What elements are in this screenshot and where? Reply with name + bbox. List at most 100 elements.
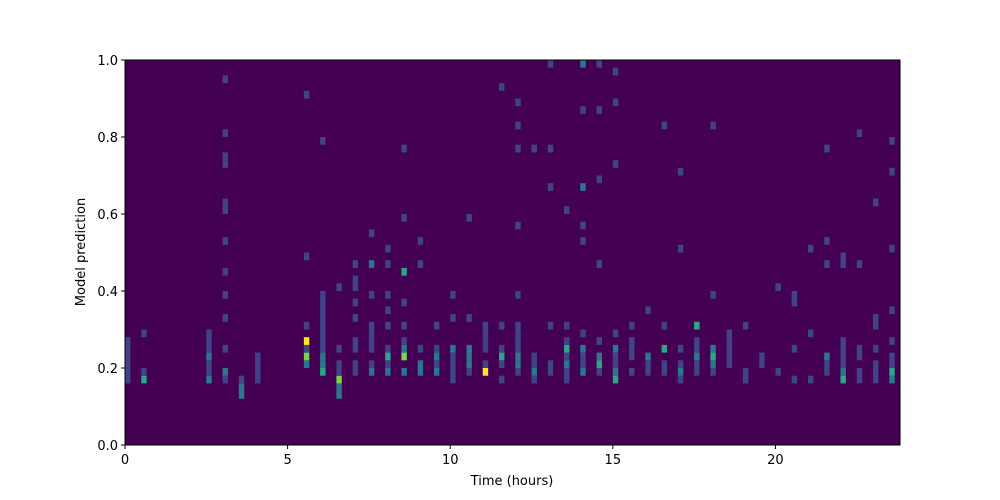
- heatmap-cell: [612, 160, 619, 168]
- heatmap-cell: [694, 360, 700, 368]
- heatmap-cell: [873, 360, 879, 368]
- heatmap-cell: [677, 167, 684, 176]
- heatmap-cell: [564, 368, 570, 376]
- heatmap-cell: [840, 252, 846, 261]
- heatmap-cell: [775, 283, 781, 291]
- heatmap-cell: [433, 344, 440, 353]
- heatmap-cell: [515, 352, 521, 361]
- heatmap-cell: [661, 344, 668, 353]
- heatmap-cell: [385, 291, 391, 299]
- heatmap-cell: [856, 352, 863, 361]
- heatmap-cell: [775, 368, 781, 376]
- heatmap-cell: [238, 375, 245, 384]
- heatmap-cell: [417, 360, 424, 368]
- heatmap-cell: [401, 267, 407, 276]
- heatmap-cell: [612, 67, 619, 76]
- heatmap-cell: [141, 329, 147, 338]
- heatmap-cell: [368, 291, 375, 299]
- heatmap-cell: [499, 321, 505, 330]
- heatmap-cell: [694, 344, 700, 353]
- heatmap-cell: [255, 375, 261, 384]
- heatmap-cell: [222, 160, 228, 168]
- heatmap-cell: [385, 360, 391, 368]
- heatmap-cell: [482, 344, 489, 353]
- heatmap-cell: [401, 321, 407, 330]
- heatmap-cell: [466, 352, 472, 361]
- heatmap-cell: [417, 344, 424, 353]
- heatmap-cell: [450, 352, 456, 361]
- heatmap-cell: [873, 375, 879, 384]
- heatmap-cell: [645, 352, 651, 361]
- heatmap-cell: [466, 214, 472, 222]
- heatmap-cell: [889, 368, 895, 376]
- heatmap-cell: [515, 321, 521, 330]
- heatmap-cell: [255, 368, 261, 376]
- heatmap-cell: [742, 321, 749, 330]
- heatmap-cell: [580, 352, 586, 361]
- heatmap-cell: [368, 337, 375, 345]
- heatmap-cell: [303, 344, 310, 353]
- heatmap-cell: [125, 360, 131, 368]
- heatmap-cell: [450, 344, 456, 353]
- heatmap-cell: [661, 368, 668, 376]
- heatmap-cell: [596, 360, 602, 368]
- heatmap-cell: [125, 344, 131, 353]
- heatmap-cell: [873, 368, 879, 376]
- heatmap-cell: [547, 360, 554, 368]
- heatmap-cell: [206, 352, 212, 361]
- x-tick-label: 5: [283, 453, 291, 468]
- heatmap-cell: [222, 129, 228, 137]
- heatmap-cell: [206, 360, 212, 368]
- heatmap-cell: [222, 344, 228, 353]
- heatmap-cell: [580, 106, 586, 114]
- heatmap-cell: [320, 298, 326, 307]
- heatmap-cell: [710, 344, 716, 353]
- heatmap-cell: [856, 344, 863, 353]
- heatmap-cell: [580, 221, 586, 230]
- heatmap-cell: [515, 121, 521, 130]
- heatmap-cell: [320, 329, 326, 338]
- heatmap-cell: [531, 360, 537, 368]
- heatmap-cell: [401, 337, 407, 345]
- heatmap-cell: [336, 368, 342, 376]
- heatmap-cell: [368, 329, 375, 338]
- heatmap-cell: [482, 368, 489, 376]
- heatmap-cell: [629, 352, 635, 361]
- heatmap-cell: [482, 321, 489, 330]
- heatmap-cell: [368, 368, 375, 376]
- heatmap-cell: [564, 344, 570, 353]
- heatmap-cell: [759, 352, 765, 361]
- heatmap-cell: [726, 352, 733, 361]
- heatmap-cell: [141, 368, 147, 376]
- heatmap-cell: [368, 260, 375, 268]
- heatmap-cell: [320, 344, 326, 353]
- heatmap-cell: [368, 344, 375, 353]
- heatmap-cell: [547, 321, 554, 330]
- heatmap-cell: [320, 360, 326, 368]
- x-tick-label: 0: [121, 453, 129, 468]
- heatmap-cell: [840, 368, 846, 376]
- heatmap-cell: [336, 283, 342, 291]
- heatmap-cell: [222, 206, 228, 214]
- heatmap-cell: [612, 344, 619, 353]
- heatmap-cell: [515, 144, 521, 153]
- heatmap-cell: [482, 360, 489, 368]
- heatmap-cell: [824, 260, 830, 268]
- y-tick-label: 0.2: [97, 362, 118, 377]
- heatmap-cell: [596, 368, 602, 376]
- heatmap-cell: [726, 337, 733, 345]
- heatmap-cell: [385, 306, 391, 315]
- heatmap-cell: [840, 360, 846, 368]
- heatmap-cell: [840, 344, 846, 353]
- heatmap-cell: [580, 183, 586, 191]
- heatmap-cell: [401, 214, 407, 222]
- heatmap-cell: [840, 260, 846, 268]
- heatmap-cell: [515, 221, 521, 230]
- heatmap-cell: [710, 352, 716, 361]
- y-axis-label: Model prediction: [74, 198, 89, 306]
- heatmap-cell: [206, 368, 212, 376]
- plot-frame: [124, 59, 901, 446]
- heatmap-cell: [791, 375, 798, 384]
- heatmap-cell: [612, 375, 619, 384]
- heatmap-cell: [889, 306, 895, 315]
